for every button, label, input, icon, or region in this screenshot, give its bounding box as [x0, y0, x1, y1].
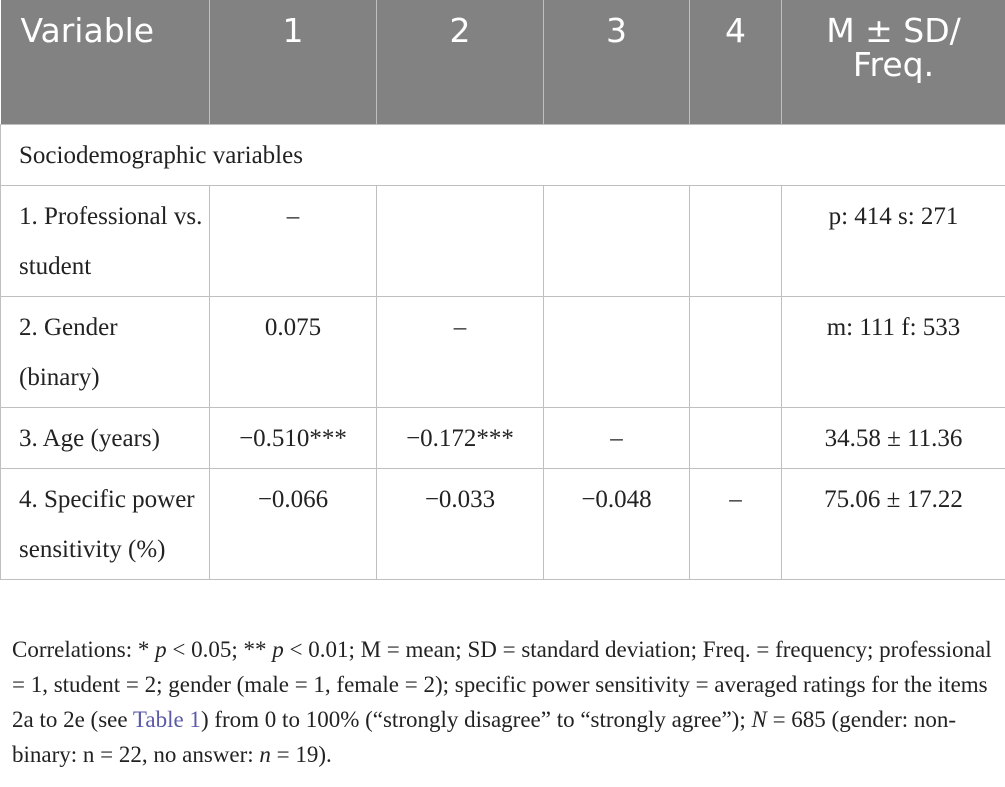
cell-col-1: −0.066	[209, 468, 377, 580]
footnote-text: = 685 (gender: non-binary: n = 22, no an…	[12, 707, 957, 767]
section-row: Sociodemographic variables	[0, 124, 1005, 186]
table-row: 1. Professional vs. student – p: 414 s: …	[0, 185, 1005, 297]
cell-col-4	[689, 407, 782, 469]
cell-col-1: –	[209, 185, 377, 297]
table-footnote: Correlations: * p < 0.05; ** p < 0.01; M…	[12, 632, 997, 772]
cell-col-2: −0.172***	[376, 407, 544, 469]
header-mean-sd: M ± SD/ Freq.	[781, 0, 1005, 125]
cell-mean-sd: p: 414 s: 271	[781, 185, 1005, 297]
cell-col-4: –	[689, 468, 782, 580]
cell-col-3: −0.048	[543, 468, 690, 580]
cell-col-1: 0.075	[209, 296, 377, 408]
footnote-text: < 0.01; M = mean; SD = standard deviatio…	[12, 637, 992, 732]
header-row: Variable 1 2 3 4 M ± SD/ Freq.	[0, 0, 1005, 125]
correlation-table: Variable 1 2 3 4 M ± SD/ Freq. Sociodemo…	[0, 0, 1005, 580]
cell-col-4	[689, 185, 782, 297]
cell-col-2: –	[376, 296, 544, 408]
footnote-p-symbol: p	[272, 637, 284, 662]
cell-mean-sd: m: 111 f: 533	[781, 296, 1005, 408]
cell-col-2: −0.033	[376, 468, 544, 580]
cell-mean-sd: 34.58 ± 11.36	[781, 407, 1005, 469]
footnote-N-symbol: N	[751, 707, 767, 732]
cell-col-3: –	[543, 407, 690, 469]
table-row: 2. Gender (binary) 0.075 – m: 111 f: 533	[0, 296, 1005, 408]
cell-mean-sd: 75.06 ± 17.22	[781, 468, 1005, 580]
cell-col-2	[376, 185, 544, 297]
footnote-text: ) from 0 to 100% (“strongly disagree” to…	[200, 707, 752, 732]
cell-col-3	[543, 185, 690, 297]
header-col-2: 2	[376, 0, 544, 125]
footnote-p-symbol: p	[155, 637, 167, 662]
row-label: 3. Age (years)	[0, 407, 210, 469]
footnote-text: = 19).	[270, 742, 332, 767]
cell-col-1: −0.510***	[209, 407, 377, 469]
header-col-3: 3	[543, 0, 690, 125]
row-label: 2. Gender (binary)	[0, 296, 210, 408]
cell-col-3	[543, 296, 690, 408]
table-row: 3. Age (years) −0.510*** −0.172*** – 34.…	[0, 407, 1005, 469]
header-col-4: 4	[689, 0, 782, 125]
section-label: Sociodemographic variables	[0, 124, 1005, 186]
footnote-text: Correlations: *	[12, 637, 156, 662]
footnote-text: < 0.05; **	[166, 637, 273, 662]
row-label: 1. Professional vs. student	[0, 185, 210, 297]
header-col-1: 1	[209, 0, 377, 125]
footnote-n-symbol: n	[259, 742, 271, 767]
row-label: 4. Specific power sensitivity (%)	[0, 468, 210, 580]
header-variable: Variable	[0, 0, 210, 125]
table-1-link[interactable]: Table 1	[132, 707, 201, 732]
table-row: 4. Specific power sensitivity (%) −0.066…	[0, 468, 1005, 580]
cell-col-4	[689, 296, 782, 408]
